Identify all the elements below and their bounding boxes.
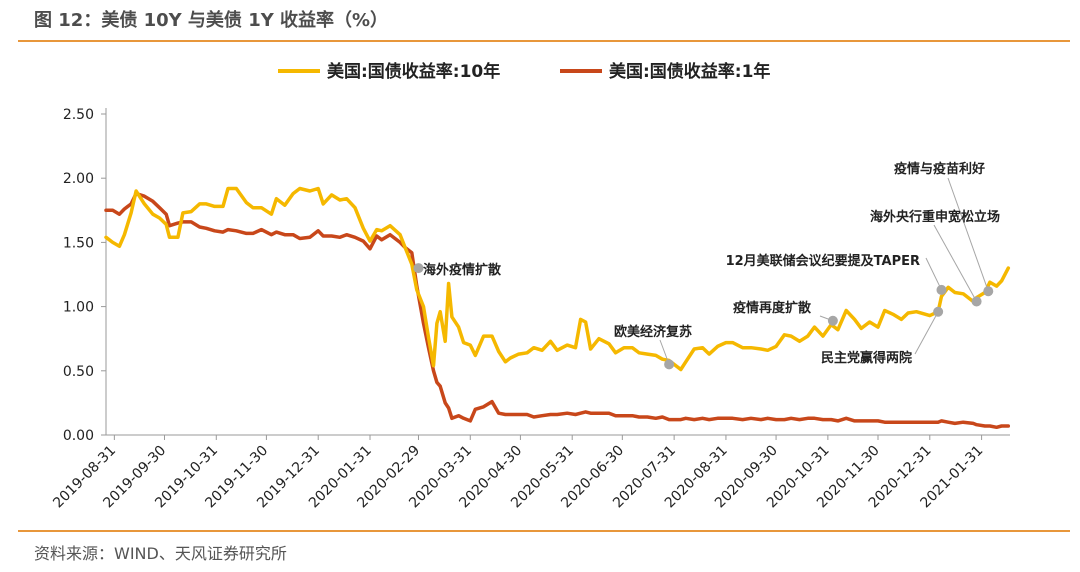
chart: 美国:国债收益率:10年 美国:国债收益率:1年 0.00 0.50 1.00 1.5… bbox=[50, 61, 1011, 511]
annotation-label: 疫情与疫苗利好 bbox=[894, 161, 985, 177]
annotation-label: 12月美联储会议纪要提及TAPER bbox=[726, 253, 920, 269]
annotation-marker bbox=[971, 296, 982, 307]
annotation-marker bbox=[983, 286, 994, 297]
annotation-label: 民主党赢得两院 bbox=[821, 350, 912, 366]
y-tick-label: 1.00 bbox=[63, 300, 94, 316]
annotation-marker bbox=[936, 284, 947, 295]
annotation-label: 海外疫情扩散 bbox=[423, 262, 502, 278]
annotation-marker bbox=[413, 263, 424, 274]
y-axis: 0.00 0.50 1.00 1.50 2.00 2.50 bbox=[63, 107, 107, 444]
y-tick-label: 0.50 bbox=[63, 364, 94, 380]
source-note: 资料来源：WIND、天风证券研究所 bbox=[34, 544, 287, 563]
annotation-leader bbox=[933, 224, 978, 302]
annotation-marker bbox=[933, 306, 944, 317]
annotation-marker bbox=[664, 359, 675, 370]
x-axis: 2019-08-312019-09-302019-10-312019-11-30… bbox=[50, 434, 1010, 511]
y-tick-label: 2.50 bbox=[63, 107, 94, 123]
footer-rule bbox=[18, 530, 1070, 532]
legend-label-10y: 美国:国债收益率:10年 bbox=[327, 61, 500, 82]
y-tick-label: 2.00 bbox=[63, 171, 94, 187]
annotation-leader bbox=[914, 311, 939, 355]
series-layer bbox=[104, 186, 1011, 430]
legend: 美国:国债收益率:10年 美国:国债收益率:1年 bbox=[278, 61, 770, 82]
annotation-leader bbox=[925, 257, 942, 291]
legend-label-1y: 美国:国债收益率:1年 bbox=[609, 61, 770, 82]
y-tick-label: 1.50 bbox=[63, 235, 94, 251]
series-line-1y bbox=[104, 191, 1011, 430]
annotation-leader bbox=[947, 177, 989, 292]
annotation-label: 欧美经济复苏 bbox=[614, 324, 692, 340]
figure-title: 图 12：美债 10Y 与美债 1Y 收益率（%） bbox=[34, 10, 389, 31]
header-rule bbox=[18, 40, 1070, 42]
annotation-label: 海外央行重申宽松立场 bbox=[870, 209, 1000, 225]
y-tick-label: 0.00 bbox=[63, 428, 94, 444]
annotation-label: 疫情再度扩散 bbox=[733, 300, 812, 316]
series-line-10y bbox=[104, 186, 1011, 372]
annotation-marker bbox=[827, 315, 838, 326]
